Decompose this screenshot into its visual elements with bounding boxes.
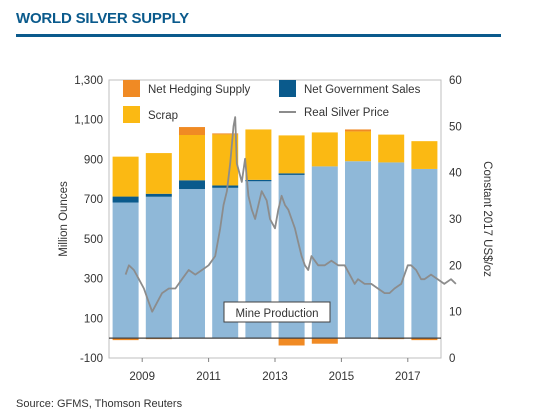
y2-tick-label: 40 xyxy=(449,168,462,180)
mine-production-label-box xyxy=(223,301,331,323)
bar-net-government-sales-2012 xyxy=(245,179,272,182)
bar-net-government-sales-2010 xyxy=(179,180,205,190)
bar-net-hedging-supply-2010 xyxy=(179,127,205,136)
y2-tick-label: 60 xyxy=(449,75,462,87)
bar-net-hedging-supply-2014 xyxy=(311,338,338,344)
y-tick-label: 100 xyxy=(84,313,103,325)
bar-scrap-2015 xyxy=(345,131,371,162)
y-tick-label: 500 xyxy=(84,234,103,246)
bar-mine-production-2016 xyxy=(378,162,405,339)
bar-scrap-2013 xyxy=(278,135,305,174)
legend-swatch-net-government-sales xyxy=(279,80,296,97)
y2-tick-label: 30 xyxy=(449,214,462,226)
bar-scrap-2008 xyxy=(112,156,139,197)
bar-mine-production-2010 xyxy=(179,189,205,339)
y2-tick-label: 0 xyxy=(449,353,455,365)
bar-mine-production-2009 xyxy=(145,196,172,339)
legend-swatch-net-hedging-supply xyxy=(123,80,140,97)
bar-scrap-2009 xyxy=(145,153,172,194)
y-tick-label: -100 xyxy=(80,353,103,365)
x-tick-label: 2011 xyxy=(196,371,221,383)
bar-scrap-2012 xyxy=(245,129,272,180)
bar-net-government-sales-2008 xyxy=(112,196,139,203)
y-tick-label: 1,300 xyxy=(74,75,103,87)
bar-net-government-sales-2009 xyxy=(145,193,172,197)
y-axis-title: Million Ounces xyxy=(58,181,70,257)
bar-scrap-2017 xyxy=(411,141,438,169)
legend-swatch-scrap xyxy=(123,106,140,123)
y2-tick-label: 20 xyxy=(449,260,462,272)
real-silver-price-line xyxy=(124,116,457,313)
bar-mine-production-2017 xyxy=(411,168,438,339)
source-note: Source: GFMS, Thomson Reuters xyxy=(16,398,183,410)
mine-production-label: Mine Production xyxy=(235,308,318,320)
y2-tick-label: 50 xyxy=(449,121,462,133)
x-tick-label: 2017 xyxy=(395,371,421,383)
legend-label-scrap: Scrap xyxy=(148,110,178,122)
y-tick-label: 700 xyxy=(84,194,103,206)
bar-net-government-sales-2013 xyxy=(278,173,305,175)
y2-tick-label: 10 xyxy=(449,307,462,319)
legend-label-net-hedging-supply: Net Hedging Supply xyxy=(148,84,251,96)
y-tick-label: 1,100 xyxy=(74,115,103,127)
bar-scrap-2011 xyxy=(212,134,239,186)
bar-scrap-2010 xyxy=(179,135,205,181)
bar-mine-production-2015 xyxy=(345,161,371,339)
legend-label-real-silver-price: Real Silver Price xyxy=(304,107,389,119)
legend-label-net-government-sales: Net Government Sales xyxy=(304,84,421,96)
bar-scrap-2014 xyxy=(311,132,338,167)
bar-net-hedging-supply-2017 xyxy=(411,338,438,341)
silver-supply-chart: -100 100 300 500 700 900 1,100 1,300 0 10 20 30 40 50… xyxy=(58,75,493,383)
x-tick-label: 2013 xyxy=(262,371,288,383)
x-tick-label: 2015 xyxy=(329,371,355,383)
y-tick-label: 300 xyxy=(84,274,103,286)
x-tick-label: 2009 xyxy=(129,371,155,383)
bar-net-government-sales-2011 xyxy=(212,185,239,188)
bar-net-hedging-supply-2013 xyxy=(278,338,305,346)
bar-net-hedging-supply-2015 xyxy=(345,129,371,132)
y-tick-label: 900 xyxy=(84,154,103,166)
bar-net-hedging-supply-2008 xyxy=(112,338,139,341)
y2-axis-title: Constant 2017 US$/oz xyxy=(481,161,493,277)
title-rule xyxy=(16,34,501,37)
chart-title: WORLD SILVER SUPPLY xyxy=(16,10,189,27)
bar-net-hedging-supply-2011 xyxy=(212,133,239,135)
bar-scrap-2016 xyxy=(378,134,405,163)
